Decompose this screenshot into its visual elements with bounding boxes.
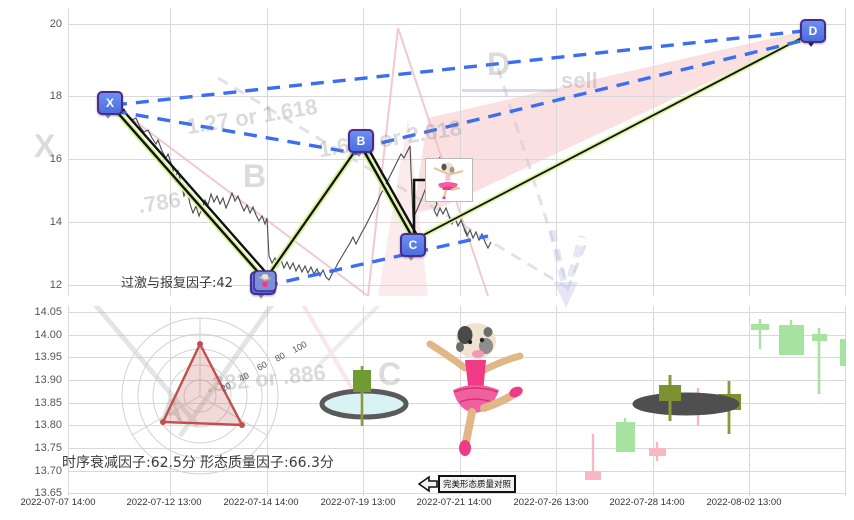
gridline-h bbox=[68, 425, 846, 426]
gridline-h bbox=[68, 24, 846, 25]
gridline-v bbox=[845, 8, 846, 296]
gridline-v bbox=[749, 306, 750, 496]
main-price-panel: 20 18 16 14 12 bbox=[50, 8, 846, 296]
radar-point bbox=[197, 341, 203, 347]
radar-chart bbox=[121, 317, 279, 475]
annotation-shape-quality-factor: 形态质量因子:66.3分 bbox=[200, 455, 334, 471]
ballerina-dog-icon-small bbox=[433, 162, 464, 200]
y-tick-sub: 13.90 bbox=[34, 374, 62, 386]
y-tick-sub: 13.70 bbox=[34, 465, 62, 477]
gridline-v bbox=[556, 306, 557, 496]
y-tick-sub: 14.00 bbox=[34, 329, 62, 341]
radar-point bbox=[239, 422, 245, 428]
x-tick: 2022-07-07 14:00 bbox=[20, 497, 96, 508]
price-and-pattern-svg bbox=[107, 27, 815, 296]
y-tick-main: 12 bbox=[49, 279, 62, 291]
gridline-v bbox=[653, 8, 654, 296]
highlight-ellipse-right bbox=[632, 392, 740, 416]
gridline-v bbox=[556, 8, 557, 296]
radar-series-polygon bbox=[161, 341, 245, 427]
x-tick: 2022-07-21 14:00 bbox=[416, 497, 492, 508]
watermark-rule bbox=[462, 89, 558, 92]
x-tick: 2022-07-12 13:00 bbox=[126, 497, 202, 508]
y-tick-sub: 14.05 bbox=[34, 306, 62, 318]
x-axis: 2022-07-07 14:00 2022-07-12 13:00 2022-0… bbox=[20, 496, 846, 516]
gridline-v bbox=[460, 8, 461, 296]
gridline-v bbox=[170, 306, 171, 496]
gridline-v bbox=[845, 306, 846, 496]
gridline-v bbox=[170, 8, 171, 296]
y-tick-sub: 13.85 bbox=[34, 397, 62, 409]
gridline-v bbox=[68, 8, 69, 296]
gridline-v bbox=[749, 8, 750, 296]
y-tick-main: 18 bbox=[49, 90, 62, 102]
y-tick-sub: 13.75 bbox=[34, 442, 62, 454]
y-tick-main: 20 bbox=[49, 18, 62, 30]
sticker-overlay-a bbox=[253, 270, 277, 292]
x-tick: 2022-07-19 13:00 bbox=[320, 497, 396, 508]
x-tick: 2022-07-14 14:00 bbox=[223, 497, 299, 508]
y-tick-sub: 13.65 bbox=[34, 487, 62, 499]
gridline-v bbox=[267, 306, 268, 496]
ghost-down-arrow-icon bbox=[548, 230, 586, 308]
y-tick-main: 16 bbox=[49, 153, 62, 165]
annotation-overreaction-factor: 过激与报复因子:42 bbox=[121, 276, 233, 291]
annotation-time-decay-factor: 时序衰减因子:62.5分 bbox=[62, 455, 196, 471]
pattern-point-x[interactable]: X bbox=[97, 91, 123, 115]
gridline-h bbox=[68, 471, 846, 472]
gridline-v bbox=[68, 306, 69, 496]
gridline-h bbox=[68, 493, 846, 494]
y-tick-sub: 13.95 bbox=[34, 351, 62, 363]
gridline-v bbox=[267, 8, 268, 296]
gridline-h bbox=[68, 403, 846, 404]
inset-ballerina-frame bbox=[425, 158, 473, 202]
highlighted-candle-left bbox=[353, 366, 371, 426]
callout-perfect-shape[interactable]: 完美形态质量对照 bbox=[418, 474, 517, 494]
highlighted-candle bbox=[659, 375, 681, 421]
gridline-h bbox=[68, 285, 846, 286]
y-tick-sub: 13.80 bbox=[34, 419, 62, 431]
callout-label: 完美形态质量对照 bbox=[438, 475, 517, 493]
x-tick: 2022-07-26 13:00 bbox=[513, 497, 589, 508]
gridline-h bbox=[68, 380, 846, 381]
x-tick: 2022-07-28 14:00 bbox=[609, 497, 685, 508]
gridline-h bbox=[68, 96, 846, 97]
x-tick: 2022-08-02 13:00 bbox=[706, 497, 782, 508]
ballerina-dog-icon-large bbox=[420, 316, 530, 466]
pattern-point-b[interactable]: B bbox=[348, 129, 374, 153]
gridline-h bbox=[68, 357, 846, 358]
radar-point bbox=[160, 419, 166, 425]
arrow-left-icon bbox=[418, 475, 438, 493]
gridline-h bbox=[68, 312, 846, 313]
y-tick-main: 14 bbox=[49, 216, 62, 228]
pattern-point-c[interactable]: C bbox=[400, 233, 426, 257]
pattern-point-d[interactable]: D bbox=[800, 19, 826, 43]
gridline-h bbox=[68, 448, 846, 449]
